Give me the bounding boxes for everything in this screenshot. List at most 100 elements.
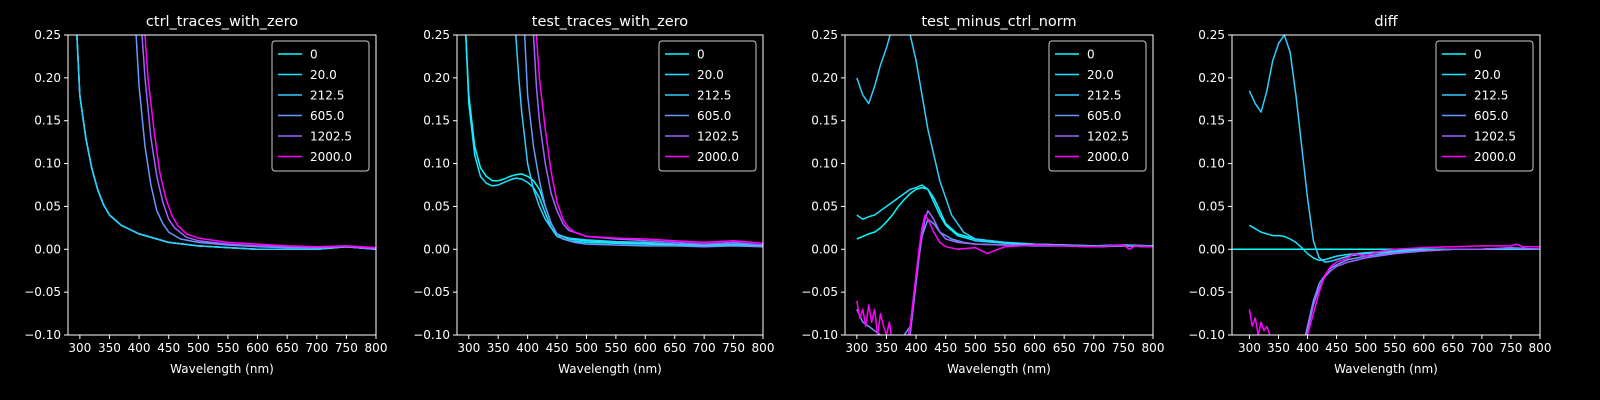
legend: 0 20.0 212.5 605.0 1202.5 2000.0 <box>271 40 370 172</box>
legend: 0 20.0 212.5 605.0 1202.5 2000.0 <box>1048 40 1147 172</box>
legend-entry: 212.5 <box>1474 89 1508 103</box>
x-tick-label: 650 <box>276 341 299 355</box>
x-tick-label: 700 <box>1470 341 1493 355</box>
y-tick-label: −0.10 <box>24 328 61 342</box>
axes-frame <box>67 34 377 336</box>
y-tick-label: 0.00 <box>1198 242 1225 256</box>
y-tick-label: 0.00 <box>423 242 450 256</box>
chart-title: test_minus_ctrl_norm <box>921 14 1076 30</box>
y-tick-label: −0.05 <box>801 285 838 299</box>
y-tick-label: 0.05 <box>1198 199 1225 213</box>
chart-panel-1: test_traces_with_zero 300 350 400 450 500 550 6… <box>413 14 774 376</box>
series-line-2000.0 <box>144 35 376 249</box>
x-tick-label: 300 <box>1238 341 1261 355</box>
chart-panel-2: test_minus_ctrl_norm 300 350 400 450 500 550 60… <box>801 14 1165 376</box>
x-tick-label: 750 <box>1499 341 1522 355</box>
x-tick-label: 400 <box>516 341 539 355</box>
x-tick-label: 700 <box>305 341 328 355</box>
x-tick-label: 800 <box>1142 341 1165 355</box>
x-tick-label: 300 <box>845 341 868 355</box>
legend-entry: 212.5 <box>1087 89 1121 103</box>
chart-panel-0: ctrl_traces_with_zero 300 350 400 450 500 550 6… <box>24 14 387 376</box>
legend-entry: 20.0 <box>310 68 337 82</box>
y-tick-label: −0.05 <box>1188 285 1225 299</box>
plot-area <box>1232 35 1540 335</box>
series-line-1202.5 <box>1306 246 1540 335</box>
chart-title: ctrl_traces_with_zero <box>146 14 298 30</box>
legend: 0 20.0 212.5 605.0 1202.5 2000.0 <box>658 40 757 172</box>
plot-area <box>856 35 1153 335</box>
y-tick-label: 0.25 <box>34 28 61 42</box>
x-tick-label: 300 <box>68 341 91 355</box>
x-axis-label: Wavelength (nm) <box>558 362 662 376</box>
y-tick-label: −0.05 <box>413 285 450 299</box>
x-tick-label: 450 <box>934 341 957 355</box>
legend-entry: 2000.0 <box>1087 150 1129 164</box>
x-axis-label: Wavelength (nm) <box>947 362 1051 376</box>
series-line-2000.0 <box>856 214 1153 335</box>
x-tick-label: 400 <box>1296 341 1319 355</box>
legend-entry: 1202.5 <box>1087 130 1129 144</box>
x-tick-label: 500 <box>575 341 598 355</box>
y-tick-label: 0.00 <box>34 242 61 256</box>
x-tick-label: 600 <box>1023 341 1046 355</box>
x-tick-label: 650 <box>663 341 686 355</box>
x-tick-label: 500 <box>187 341 210 355</box>
series-line-1202.5 <box>909 209 1153 335</box>
y-tick-label: 0.05 <box>811 199 838 213</box>
legend-entry: 2000.0 <box>697 150 739 164</box>
x-tick-label: 650 <box>1053 341 1076 355</box>
legend-entry: 605.0 <box>1474 109 1508 123</box>
legend-box <box>271 40 370 172</box>
legend-entry: 1202.5 <box>697 130 739 144</box>
y-tick-label: 0.25 <box>423 28 450 42</box>
legend-entry: 0 <box>697 48 705 62</box>
legend-entry: 0 <box>1087 48 1095 62</box>
y-tick-label: −0.10 <box>1188 328 1225 342</box>
y-tick-label: 0.10 <box>811 157 838 171</box>
x-tick-label: 550 <box>604 341 627 355</box>
axes-frame <box>456 34 764 336</box>
y-tick-label: −0.10 <box>413 328 450 342</box>
series-line-212.5 <box>76 35 376 251</box>
x-tick-label: 350 <box>98 341 121 355</box>
y-tick-label: 0.15 <box>1198 114 1225 128</box>
y-tick-label: 0.05 <box>423 199 450 213</box>
y-tick-label: 0.00 <box>811 242 838 256</box>
x-tick-label: 350 <box>487 341 510 355</box>
axes-frame <box>844 34 1154 336</box>
x-axis-label: Wavelength (nm) <box>1334 362 1438 376</box>
y-tick-label: 0.25 <box>1198 28 1225 42</box>
x-tick-label: 350 <box>875 341 898 355</box>
legend-entry: 20.0 <box>697 68 724 82</box>
y-tick-label: −0.05 <box>24 285 61 299</box>
y-tick-label: 0.15 <box>811 114 838 128</box>
legend-entry: 2000.0 <box>310 150 352 164</box>
legend-entry: 2000.0 <box>1474 150 1516 164</box>
chart-title: test_traces_with_zero <box>532 14 689 30</box>
series-line-20.0 <box>1249 224 1540 262</box>
y-tick-label: −0.10 <box>801 328 838 342</box>
x-axis-label: Wavelength (nm) <box>170 362 274 376</box>
x-tick-label: 800 <box>1529 341 1552 355</box>
axes-frame <box>1231 34 1541 336</box>
y-tick-label: 0.15 <box>34 114 61 128</box>
x-tick-label: 650 <box>1441 341 1464 355</box>
plot-area <box>465 35 763 248</box>
series-line-1202.5 <box>532 35 763 246</box>
y-tick-label: 0.20 <box>423 71 450 85</box>
plot-area <box>76 35 376 251</box>
legend-entry: 0 <box>310 48 318 62</box>
x-tick-label: 300 <box>457 341 480 355</box>
x-tick-label: 450 <box>157 341 180 355</box>
series-line-2000.0 <box>1248 243 1540 335</box>
legend-box <box>1435 40 1534 172</box>
x-tick-label: 600 <box>634 341 657 355</box>
x-tick-label: 500 <box>964 341 987 355</box>
x-tick-label: 800 <box>752 341 775 355</box>
series-line-605.0 <box>523 35 763 248</box>
legend: 0 20.0 212.5 605.0 1202.5 2000.0 <box>1435 40 1534 172</box>
x-tick-label: 550 <box>216 341 239 355</box>
legend-box <box>1048 40 1147 172</box>
